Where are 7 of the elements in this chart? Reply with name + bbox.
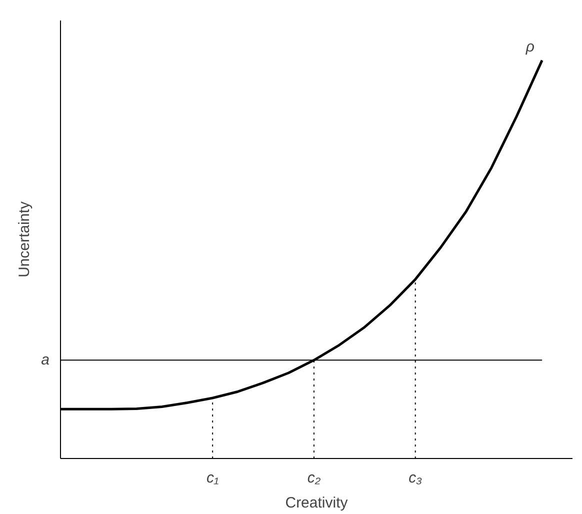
x-tick-label: c₂ — [307, 470, 321, 486]
y-axis-title: Uncertainty — [16, 201, 34, 278]
x-tick-label: c₁ — [206, 470, 219, 486]
series-label: ρ — [524, 38, 535, 56]
x-tick-label: c₃ — [408, 470, 422, 486]
ref-line-label: a — [41, 352, 50, 369]
x-axis-title: Creativity — [285, 494, 348, 512]
